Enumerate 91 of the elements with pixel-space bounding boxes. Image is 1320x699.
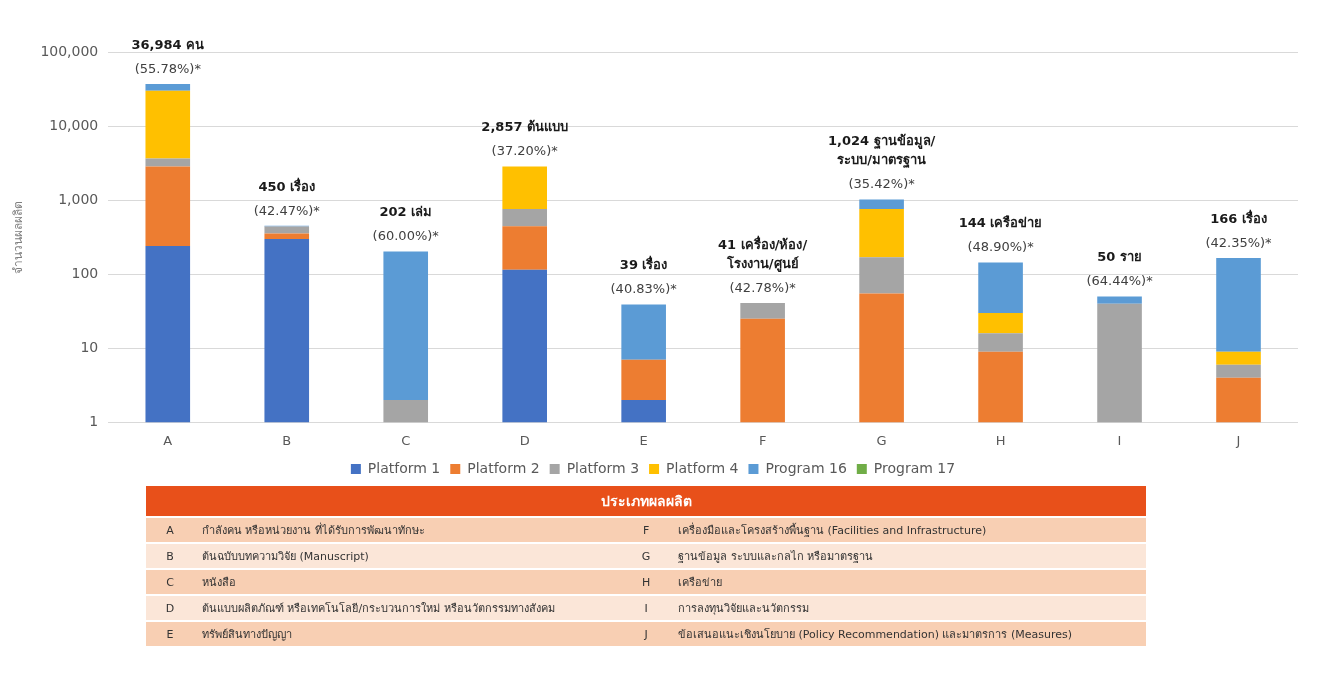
x-tick-label: B: [282, 432, 292, 448]
bar: [859, 208, 904, 258]
bar: [978, 351, 1023, 423]
total-label: 202 เล่ม: [379, 204, 433, 220]
bar: [1216, 351, 1261, 365]
y-axis-title: จำนวนผลผลิต: [11, 200, 26, 274]
bar: [145, 84, 191, 91]
bar: [859, 199, 904, 209]
legend-label: Platform 4: [666, 459, 739, 476]
annotation: (40.83%)*: [610, 281, 678, 297]
bar: [621, 359, 666, 401]
legend-label: Platform 2: [467, 459, 540, 476]
table-row-shading: A กำลังคน หรือหน่วยงาน ที่ได้รับการพัฒนาทักษะ F เครื่องมือและโครงสร้างพื้นฐาน (Facilities and Infrastructure): [146, 518, 1146, 542]
bar: [502, 208, 547, 227]
total-label: 2,857 ต้นแบบ: [481, 119, 569, 135]
x-tick-label: D: [519, 432, 530, 448]
legend-label: Program 16: [765, 459, 847, 476]
annotation: (48.90%)*: [967, 239, 1035, 255]
annotation: (37.20%)*: [491, 143, 559, 159]
bar: [978, 262, 1023, 313]
legend-label: Platform 1: [367, 459, 441, 476]
bar: [502, 226, 547, 270]
annotation: (55.78%)*: [134, 60, 202, 76]
total-label: 41 เครื่อง/ห้อง/ โรงงาน/ศูนย์: [718, 234, 808, 272]
bar: [740, 318, 785, 423]
x-tick-label: J: [1235, 432, 1241, 448]
annotation: (42.47%)*: [253, 202, 321, 218]
x-tick-label: A: [163, 432, 173, 448]
y-tick-label: 1: [89, 413, 99, 430]
bar: [145, 158, 191, 167]
total-label: 450 เรื่อง: [258, 176, 316, 194]
category-label: B: [165, 548, 175, 565]
x-tick-label: G: [876, 432, 887, 448]
bar: [383, 400, 429, 423]
y-tick-label: 100,000: [40, 42, 99, 59]
table-row-shading: E ทรัพย์สินทางปัญญา J ข้อเสนอแนะเชิงนโยบาย (Policy Recommendation) และมาตรการ (Measures): [146, 622, 1146, 646]
annotation: (42.78%)*: [729, 279, 797, 295]
x-tick-label: H: [995, 432, 1006, 448]
table-row-shading: B ต้นฉบับบทความวิจัย (Manuscript) G ฐานข้อมูล ระบบและกลไก หรือมาตรฐาน: [146, 544, 1146, 568]
table-row-shading: D ต้นแบบผลิตภัณฑ์ หรือเทคโนโลยี/กระบวนการใหม่ หรือนวัตกรรมทางสังคม I การลงทุนวิจัยและนวัตกรรม: [146, 596, 1146, 620]
category-label: J: [643, 626, 649, 643]
bar: [621, 400, 666, 423]
x-tick-label: E: [639, 432, 648, 448]
total-label: 50 ราย: [1097, 249, 1142, 265]
bar: [383, 251, 429, 401]
category-label: I: [643, 600, 649, 617]
bar: [978, 312, 1023, 334]
table-row-shading: C หนังสือ H เครือข่าย: [146, 570, 1146, 594]
legend-label: Program 17: [873, 459, 956, 476]
total-label: 144 เครือข่าย: [958, 215, 1043, 231]
category-label: C: [165, 574, 175, 591]
bar: [1097, 303, 1142, 423]
bar: [1216, 377, 1261, 423]
bar: [1216, 364, 1261, 378]
total-label: 1,024 ฐานข้อมูล/ ระบบ/มาตรฐาน: [827, 133, 936, 170]
annotation: (64.44%)*: [1086, 273, 1154, 289]
bar: [264, 238, 310, 423]
bar: [1216, 257, 1261, 352]
y-tick-label: 10,000: [49, 116, 99, 133]
total-label: 39 เรื่อง: [619, 255, 668, 273]
bar: [145, 90, 191, 159]
bar: [978, 333, 1023, 352]
total-label: 36,984 คน: [131, 36, 205, 52]
bar: [264, 233, 310, 239]
bar: [502, 166, 547, 209]
category-label: H: [640, 574, 652, 591]
category-label: A: [165, 522, 175, 539]
x-tick-label: F: [758, 432, 767, 448]
category-label: F: [641, 522, 651, 539]
bar: [859, 293, 904, 423]
category-label: E: [165, 626, 175, 643]
bar: [859, 257, 904, 294]
header-banner: ประเภทผลผลิต: [146, 486, 1146, 516]
annotation: (35.42%)*: [848, 176, 916, 192]
bar: [145, 246, 191, 423]
category-label: D: [164, 600, 176, 617]
x-tick-label: I: [1117, 432, 1122, 448]
x-tick-label: C: [401, 432, 411, 448]
legend-label: Platform 3: [566, 459, 640, 476]
y-tick-label: 100: [71, 264, 99, 281]
category-label: G: [640, 548, 652, 565]
bar: [740, 302, 785, 319]
bar: [502, 269, 547, 423]
y-tick-label: 10: [80, 338, 99, 355]
bar: [621, 304, 666, 360]
annotation: (42.35%)*: [1205, 234, 1273, 250]
annotation: (60.00%)*: [372, 228, 440, 244]
bar: [1097, 296, 1142, 304]
total-label: 166 เรื่อง: [1210, 208, 1267, 226]
bar: [145, 166, 191, 247]
y-tick-label: 1,000: [58, 190, 99, 207]
